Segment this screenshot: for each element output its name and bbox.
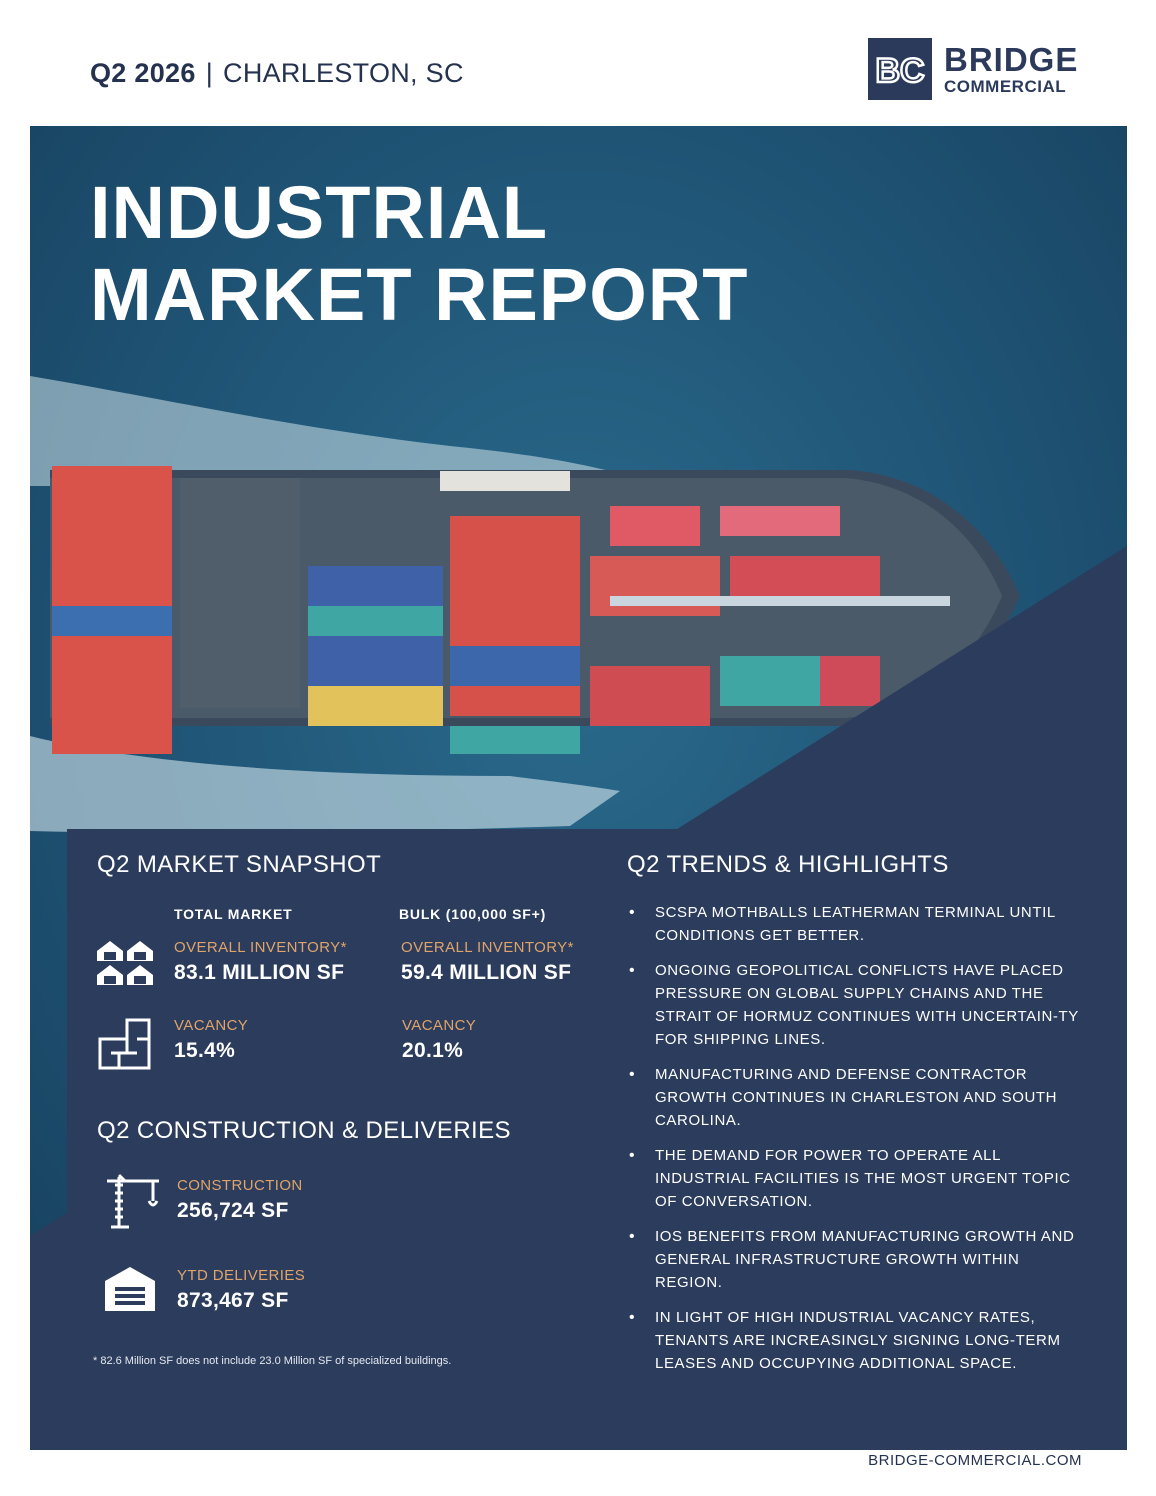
deliveries-value: 873,467 SF [177,1289,289,1312]
warehouses-icon [95,937,155,992]
trend-item: SCSPA mothballs Leatherman Terminal unti… [627,901,1087,947]
total-inventory-label: OVERALL INVENTORY* [174,939,347,956]
bulk-inventory-label: OVERALL INVENTORY* [401,939,574,956]
trends-list: SCSPA mothballs Leatherman Terminal unti… [627,901,1087,1387]
trends-heading: Q2 TRENDS & HIGHLIGHTS [627,851,949,878]
bulk-header: BULK (100,000 SF+) [399,906,547,922]
bulk-inventory-value: 59.4 MILLION SF [401,961,572,984]
report-quarter: Q2 2026 [90,58,196,88]
bulk-vacancy-label: VACANCY [402,1017,477,1034]
report-title: INDUSTRIAL MARKET REPORT [90,172,748,336]
trend-item: IOS benefits from manufacturing growth a… [627,1225,1087,1294]
trend-item: Manufacturing and defense contractor gro… [627,1063,1087,1132]
report-location: CHARLESTON, SC [223,58,464,88]
bulk-vacancy-value: 20.1% [402,1039,464,1062]
crane-icon [105,1171,163,1236]
snapshot-heading: Q2 MARKET SNAPSHOT [97,851,382,878]
header-separator: | [205,58,214,88]
total-inventory-value: 83.1 MILLION SF [174,961,345,984]
trend-item: The demand for power to operate all indu… [627,1144,1087,1213]
logo-subname: COMMERCIAL [944,77,1067,96]
total-vacancy-label: VACANCY [174,1017,249,1034]
construction-label: CONSTRUCTION [177,1177,303,1194]
total-vacancy-value: 15.4% [174,1039,236,1062]
title-line-2: MARKET REPORT [90,253,749,336]
title-line-1: INDUSTRIAL [90,171,549,254]
warehouse-garage-icon [103,1265,157,1318]
trend-item: In light of high industrial vacancy rate… [627,1306,1087,1375]
construction-heading: Q2 CONSTRUCTION & DELIVERIES [97,1117,511,1144]
total-market-header: TOTAL MARKET [174,906,293,922]
logo-monogram: BC [875,52,924,90]
company-logo: BC BRIDGE COMMERCIAL [868,38,1078,100]
trend-item: Ongoing geopolitical conflicts have plac… [627,959,1087,1051]
floor-plan-icon [97,1017,153,1076]
deliveries-label: YTD DELIVERIES [177,1267,306,1284]
inventory-footnote: * 82.6 Million SF does not include 23.0 … [93,1355,452,1367]
report-period-location: Q2 2026 | CHARLESTON, SC [90,58,464,89]
logo-mark-icon: BC [868,38,932,100]
stats-panel: Q2 MARKET SNAPSHOT TOTAL MARKET BULK (10… [67,829,1102,1387]
construction-value: 256,724 SF [177,1199,289,1222]
logo-name: BRIDGE [944,41,1079,78]
website-url[interactable]: BRIDGE-COMMERCIAL.COM [868,1452,1082,1469]
